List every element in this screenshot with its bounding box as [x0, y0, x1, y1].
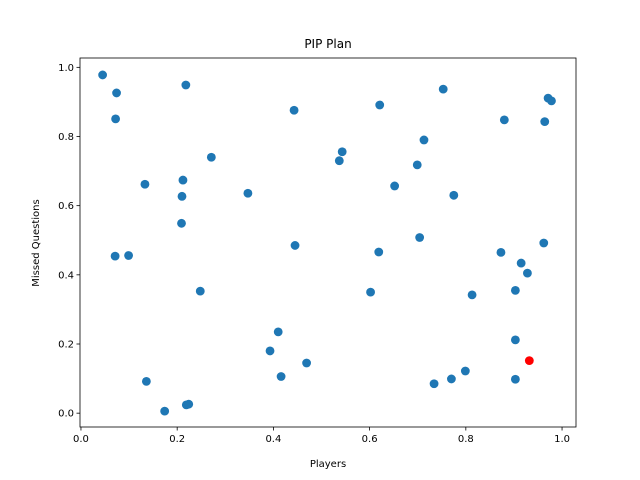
data-point: [419, 135, 429, 145]
data-point: [429, 379, 439, 389]
data-point: [539, 238, 549, 248]
plot-area: 0.0 0.2 0.4 0.6 0.8 1.0 0.0 0.2 0.4 0.6 0.8 1.0: [58, 57, 577, 445]
data-point: [140, 179, 150, 189]
y-axis-label: Missed Questions: [31, 199, 42, 286]
chart-title: PIP Plan: [304, 37, 351, 51]
data-point: [206, 152, 216, 162]
x-tick-label: 0.6: [362, 434, 378, 445]
data-point: [195, 286, 205, 296]
data-point: [141, 376, 151, 386]
y-tick-label: 0.4: [58, 270, 74, 281]
data-point: [415, 233, 425, 242]
x-tick-label: 0.8: [458, 434, 474, 445]
data-point: [467, 290, 477, 300]
data-point: [243, 188, 253, 198]
data-point: [178, 175, 188, 185]
y-tick-label: 0.0: [58, 409, 74, 420]
data-point: [160, 406, 170, 416]
data-point: [265, 346, 275, 356]
x-axis-label: Players: [310, 459, 346, 470]
data-point: [449, 190, 459, 200]
data-point: [366, 287, 375, 297]
data-point: [290, 241, 300, 250]
data-point: [302, 358, 311, 368]
data-point: [510, 374, 520, 384]
data-point: [438, 84, 448, 94]
x-tick-label: 0.4: [265, 434, 281, 445]
data-point: [523, 268, 532, 278]
axes-frame: [79, 57, 577, 428]
data-point: [124, 251, 133, 260]
y-tick-label: 1.0: [58, 63, 74, 74]
x-tick-label: 0.2: [169, 434, 185, 445]
y-tick-label: 0.2: [58, 340, 74, 351]
data-point: [460, 366, 470, 376]
data-point: [177, 218, 186, 228]
x-tick-label: 0.0: [73, 434, 89, 445]
data-point: [112, 88, 121, 98]
data-point: [273, 327, 283, 337]
y-tick-label: 0.6: [58, 201, 74, 212]
data-point: [510, 335, 520, 345]
data-point: [375, 100, 385, 110]
data-point: [547, 96, 556, 106]
data-point: [516, 258, 526, 268]
data-point: [98, 70, 108, 80]
data-point: [390, 181, 400, 191]
data-point: [446, 374, 456, 384]
data-point: [181, 80, 191, 90]
data-point: [374, 247, 384, 257]
data-point: [276, 372, 286, 381]
x-tick-label: 1.0: [554, 434, 570, 445]
data-point: [337, 147, 347, 157]
data-point: [499, 115, 509, 125]
y-tick-label: 0.8: [58, 132, 74, 143]
data-point: [510, 285, 520, 295]
data-point: [412, 160, 422, 170]
data-point: [289, 105, 299, 115]
data-point: [540, 117, 550, 127]
data-point: [334, 156, 344, 166]
highlighted-point: [524, 356, 534, 366]
data-point: [177, 191, 187, 201]
data-point: [496, 247, 506, 257]
data-point: [184, 399, 194, 409]
data-point: [111, 114, 121, 124]
data-point: [110, 251, 120, 261]
